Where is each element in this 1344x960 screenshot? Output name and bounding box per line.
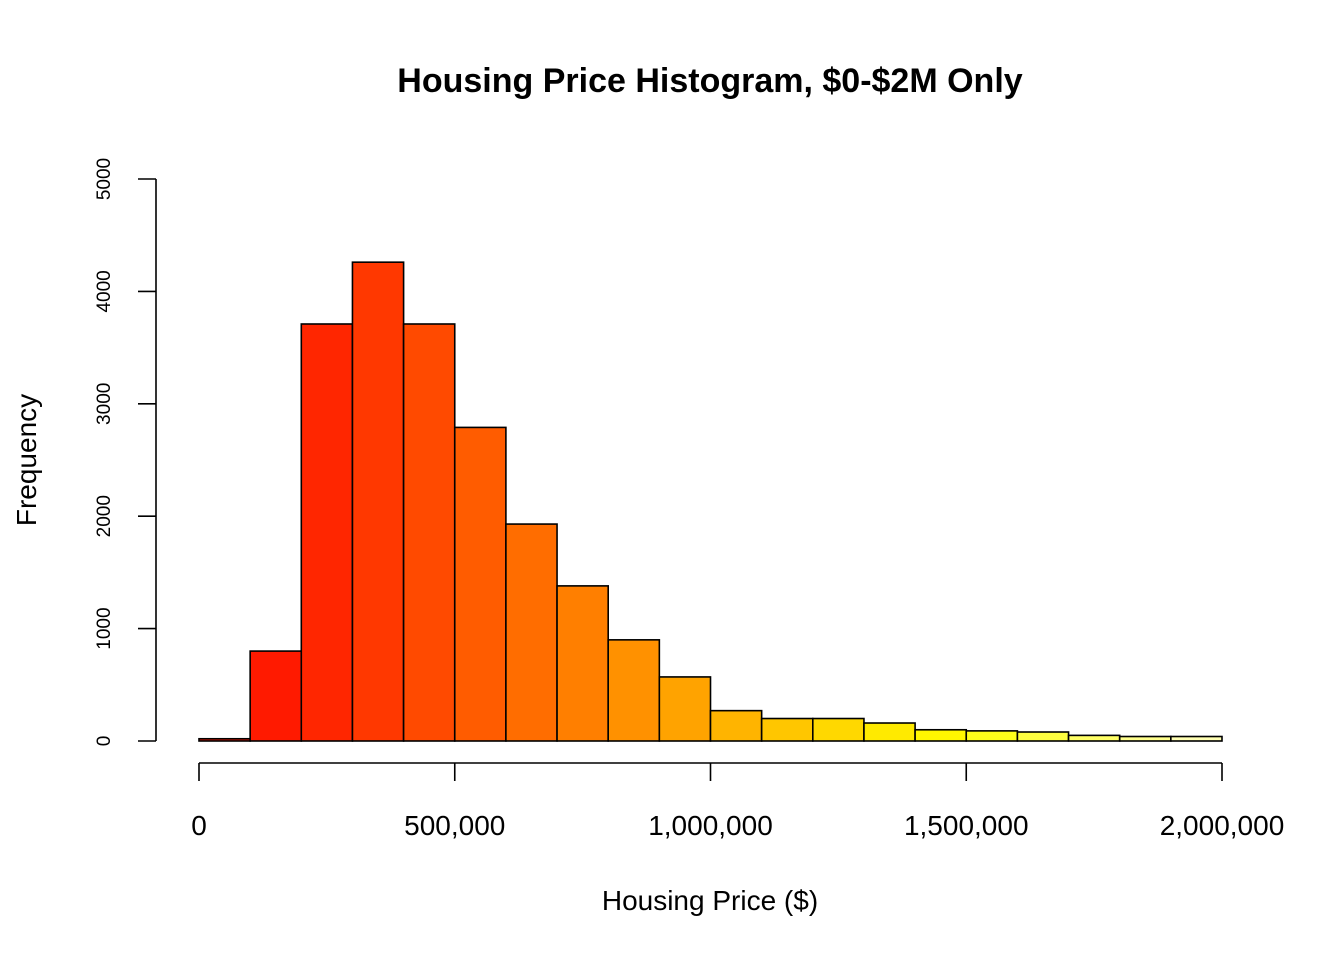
histogram-bar-19 [1118,735,1172,742]
y-tick-label: 4000 [94,270,115,312]
histogram-bar-16 [965,730,1019,742]
x-axis-label: Housing Price ($) [602,885,818,916]
x-tick-label: 1,500,000 [904,810,1029,841]
x-axis: 0 500,000 1,000,000 1,500,000 2,000,000 [191,762,1284,841]
histogram-bar-4 [351,261,405,742]
histogram-bar-2 [249,650,303,742]
x-tick-label: 0 [191,810,207,841]
histogram-bar-18 [1067,734,1121,742]
histogram-bar-1 [198,737,251,742]
y-tick-label: 1000 [94,607,115,649]
histogram-bar-9 [607,639,661,742]
x-tick-label: 500,000 [404,810,505,841]
histogram-bar-10 [658,676,712,742]
y-axis-label: Frequency [11,394,42,526]
bars-group [198,261,1223,742]
y-tick-label: 3000 [94,383,115,425]
chart-title: Housing Price Histogram, $0-$2M Only [397,62,1022,100]
histogram-bar-8 [556,585,609,742]
histogram-bar-12 [760,717,814,742]
histogram-bar-3 [300,323,354,742]
y-axis: 0 1000 2000 3000 4000 5000 [94,158,157,746]
histogram-bar-17 [1016,731,1070,742]
x-tick-label: 1,000,000 [648,810,773,841]
histogram-bar-15 [914,728,968,742]
histogram-bar-7 [505,523,558,742]
histogram-bar-13 [811,717,865,742]
y-tick-label: 0 [94,736,115,747]
x-tick-label: 2,000,000 [1160,810,1285,841]
histogram-bar-11 [709,709,763,742]
y-ticks: 0 1000 2000 3000 4000 5000 [94,158,156,746]
histogram-bar-6 [453,426,507,742]
histogram-bar-20 [1170,735,1223,742]
histogram-bar-5 [402,323,456,742]
histogram-bar-14 [863,722,916,742]
y-tick-label: 5000 [94,158,115,200]
y-tick-label: 2000 [94,495,115,537]
x-ticks: 0 500,000 1,000,000 1,500,000 2,000,000 [191,763,1284,841]
